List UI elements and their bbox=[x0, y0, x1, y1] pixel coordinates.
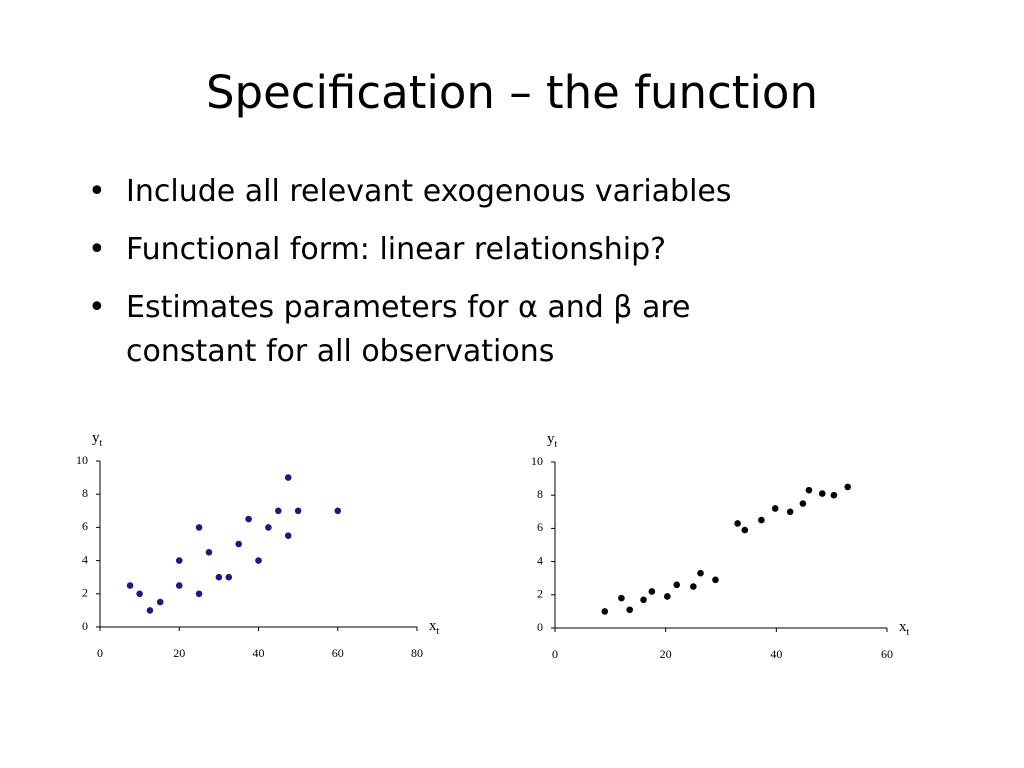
point bbox=[294, 507, 302, 515]
point bbox=[146, 607, 154, 614]
slide-title: Specification – the function bbox=[205, 66, 818, 119]
y-label-sub: t bbox=[555, 439, 558, 450]
point bbox=[786, 508, 794, 516]
y-tick-label: 8 bbox=[82, 486, 88, 500]
point bbox=[818, 490, 826, 497]
x-axis-label: xt bbox=[899, 619, 910, 638]
point bbox=[664, 593, 671, 600]
y-tick-label: 0 bbox=[537, 620, 543, 634]
y-label-main: y bbox=[92, 430, 100, 446]
point bbox=[225, 573, 233, 581]
point bbox=[771, 505, 779, 512]
bullet-text: Functional form: linear relationship? bbox=[126, 232, 667, 267]
point bbox=[265, 524, 272, 531]
point bbox=[284, 474, 292, 481]
y-tick-label: 0 bbox=[82, 619, 88, 633]
y-axis-label: yt bbox=[547, 431, 558, 450]
y-tick-label: 4 bbox=[82, 552, 88, 566]
x-tick-label: 0 bbox=[97, 646, 103, 660]
y-tick-label: 2 bbox=[82, 586, 88, 600]
y-tick-label: 4 bbox=[537, 553, 543, 567]
y-tick-label: 10 bbox=[531, 454, 543, 468]
point bbox=[601, 608, 609, 615]
x-tick-label: 20 bbox=[173, 646, 185, 660]
point bbox=[235, 540, 242, 548]
bullet-text: Estimates parameters for α and β are bbox=[126, 290, 691, 325]
bullet-list: Include all relevant exogenous variables… bbox=[88, 170, 732, 388]
point bbox=[805, 486, 813, 494]
point bbox=[799, 500, 807, 507]
point bbox=[734, 520, 741, 527]
x-label-main: x bbox=[429, 618, 437, 634]
bullet: Include all relevant exogenous variables bbox=[88, 170, 732, 214]
point bbox=[215, 573, 223, 581]
y-tick-label: 8 bbox=[537, 487, 543, 501]
point bbox=[712, 576, 719, 584]
point bbox=[334, 507, 342, 515]
point bbox=[640, 596, 647, 604]
point bbox=[697, 569, 704, 577]
point bbox=[673, 581, 681, 589]
bullet-text: Include all relevant exogenous variables bbox=[126, 174, 732, 209]
y-tick-label: 2 bbox=[537, 587, 543, 601]
x-tick-label: 80 bbox=[411, 646, 423, 660]
point bbox=[175, 582, 183, 589]
y-tick-label: 10 bbox=[76, 453, 88, 467]
point bbox=[195, 590, 203, 598]
x-label-sub: t bbox=[437, 626, 440, 637]
y-tick-label: 6 bbox=[82, 519, 88, 533]
point bbox=[618, 594, 625, 602]
x-tick-label: 60 bbox=[881, 647, 893, 661]
point bbox=[136, 590, 143, 598]
point bbox=[175, 557, 183, 564]
y-tick-label: 6 bbox=[537, 520, 543, 534]
x-tick-label: 20 bbox=[660, 647, 672, 661]
point bbox=[626, 606, 633, 614]
y-label-main: y bbox=[547, 431, 555, 447]
x-tick-label: 40 bbox=[253, 646, 265, 660]
point bbox=[648, 588, 656, 595]
point bbox=[830, 491, 838, 499]
x-tick-label: 40 bbox=[770, 647, 782, 661]
bullet-text: constant for all observations bbox=[126, 334, 555, 369]
point bbox=[275, 507, 282, 515]
x-label-sub: t bbox=[907, 627, 910, 638]
point bbox=[156, 598, 164, 606]
point bbox=[758, 516, 765, 524]
point bbox=[284, 532, 292, 539]
x-tick-label: 0 bbox=[552, 647, 558, 661]
x-tick-label: 60 bbox=[332, 646, 344, 660]
point bbox=[195, 524, 203, 531]
x-axis-label: xt bbox=[429, 618, 440, 637]
x-label-main: x bbox=[899, 619, 907, 635]
bullet: Functional form: linear relationship? bbox=[88, 228, 732, 272]
point bbox=[205, 549, 213, 556]
point bbox=[255, 557, 262, 564]
point bbox=[690, 583, 697, 590]
point bbox=[126, 582, 134, 589]
point bbox=[844, 483, 852, 491]
y-axis-label: yt bbox=[92, 430, 103, 449]
point bbox=[741, 526, 749, 534]
y-label-sub: t bbox=[100, 438, 103, 449]
point bbox=[245, 515, 252, 523]
bullet: Estimates parameters for α and β are cons… bbox=[88, 286, 732, 374]
